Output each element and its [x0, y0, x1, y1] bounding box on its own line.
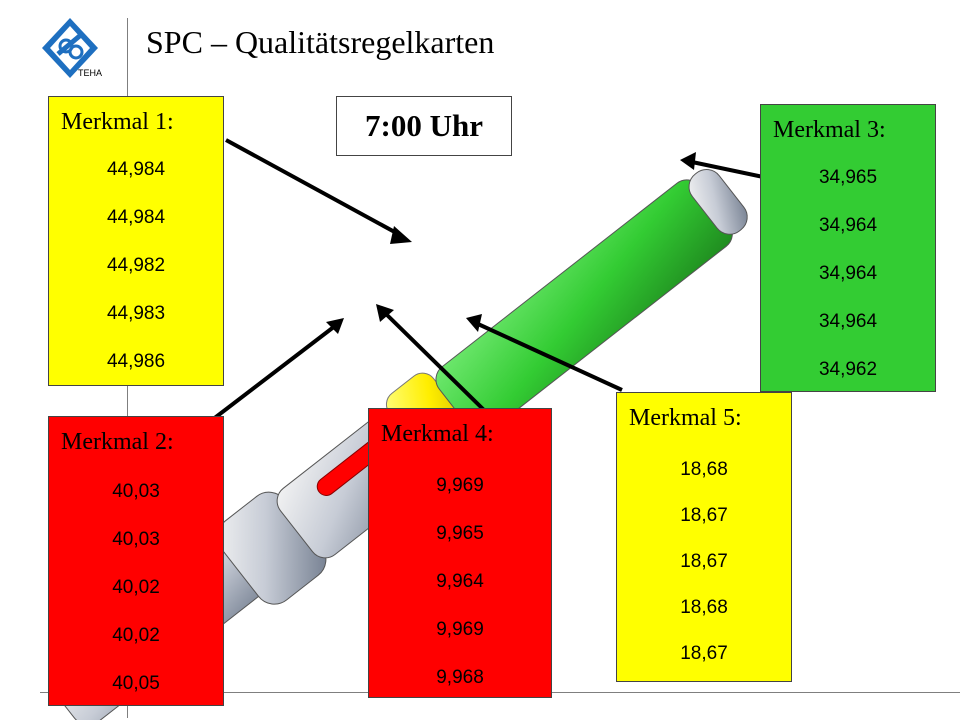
merkmal-5-box: Merkmal 5: 18,68 18,67 18,67 18,68 18,67	[616, 392, 792, 682]
merkmal-2-value-2: 40,03	[112, 529, 160, 550]
merkmal-5-value-4: 18,68	[680, 597, 728, 618]
time-label: 7:00 Uhr	[336, 96, 512, 156]
merkmal-4-value-1: 9,969	[436, 475, 484, 496]
merkmal-5-value-5: 18,67	[680, 643, 728, 664]
merkmal-5-value-3: 18,67	[680, 551, 728, 572]
merkmal-3-value-5: 34,962	[818, 359, 878, 380]
merkmal-3-value-4: 34,964	[818, 311, 878, 332]
merkmal-5-label: Merkmal 5:	[629, 405, 742, 431]
merkmal-4-label: Merkmal 4:	[381, 421, 494, 447]
merkmal-1-box: Merkmal 1: 44,984 44,984 44,982 44,983 4…	[48, 96, 224, 386]
merkmal-2-value-3: 40,02	[112, 577, 160, 598]
merkmal-2-value-4: 40,02	[112, 625, 160, 646]
merkmal-3-box: Merkmal 3: 34,965 34,964 34,964 34,964 3…	[760, 104, 936, 392]
merkmal-2-label: Merkmal 2:	[61, 429, 174, 455]
merkmal-1-value-4: 44,983	[106, 303, 166, 324]
merkmal-4-value-3: 9,964	[436, 571, 484, 592]
merkmal-4-value-5: 9,968	[436, 667, 484, 688]
company-logo: TEHA	[30, 12, 126, 84]
merkmal-3-label: Merkmal 3:	[773, 117, 886, 143]
merkmal-3-value-3: 34,964	[818, 263, 878, 284]
merkmal-4-value-2: 9,965	[436, 523, 484, 544]
merkmal-2-value-5: 40,05	[112, 673, 160, 694]
logo-text: TEHA	[78, 68, 102, 78]
merkmal-2-box: Merkmal 2: 40,03 40,03 40,02 40,02 40,05	[48, 416, 224, 706]
merkmal-3-value-1: 34,965	[818, 167, 878, 188]
merkmal-1-value-2: 44,984	[106, 207, 166, 228]
merkmal-4-value-4: 9,969	[436, 619, 484, 640]
merkmal-2-value-1: 40,03	[112, 481, 160, 502]
merkmal-3-value-2: 34,964	[818, 215, 878, 236]
merkmal-1-value-1: 44,984	[106, 159, 166, 180]
merkmal-5-value-2: 18,67	[680, 505, 728, 526]
page-title: SPC – Qualitätsregelkarten	[146, 24, 495, 60]
merkmal-5-value-1: 18,68	[680, 459, 728, 480]
merkmal-1-label: Merkmal 1:	[61, 109, 174, 135]
merkmal-4-box: Merkmal 4: 9,969 9,965 9,964 9,969 9,968	[368, 408, 552, 698]
merkmal-1-value-5: 44,986	[106, 351, 166, 372]
merkmal-1-value-3: 44,982	[106, 255, 166, 276]
